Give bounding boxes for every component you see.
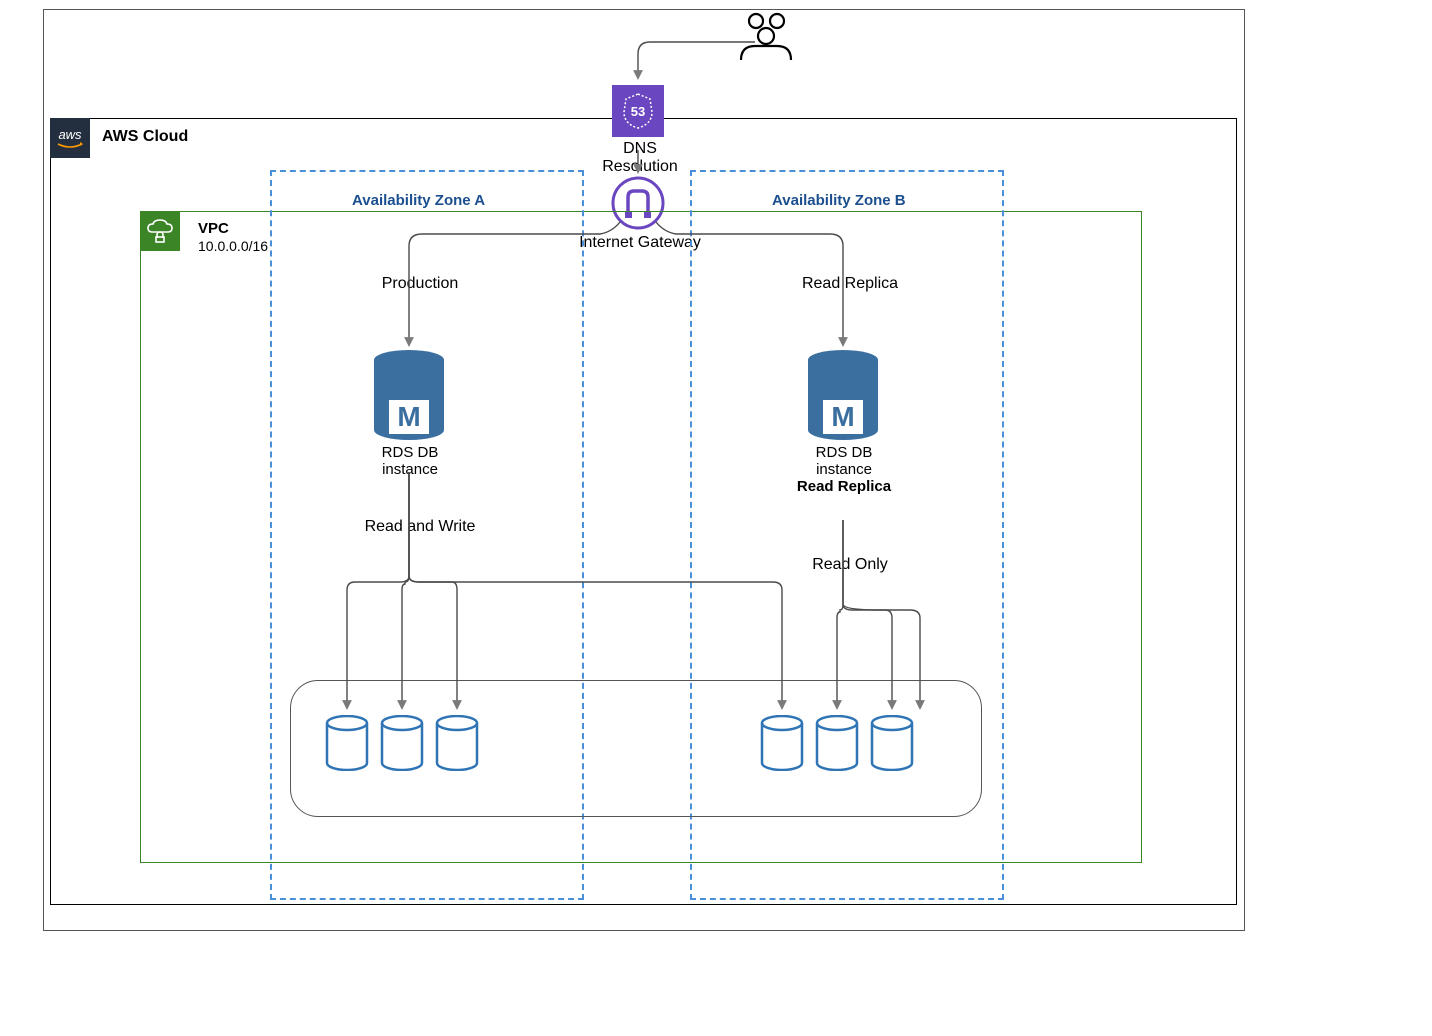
svg-text:53: 53 bbox=[631, 104, 645, 119]
az-b-access-label: Read Only bbox=[790, 556, 910, 574]
diagram-canvas: aws AWS Cloud 53 DNS Resolution Internet… bbox=[0, 0, 1432, 1036]
vpc-badge bbox=[140, 211, 180, 251]
small-db-2 bbox=[380, 715, 424, 771]
rds-a-label: RDS DB instance bbox=[360, 444, 460, 478]
availability-zone-b-label: Availability Zone B bbox=[772, 192, 906, 209]
small-db-5 bbox=[815, 715, 859, 771]
aws-badge: aws bbox=[50, 118, 90, 158]
az-a-access-label: Read and Write bbox=[350, 518, 490, 536]
route53-icon: 53 bbox=[612, 85, 664, 137]
route53-label-text: DNS Resolution bbox=[602, 140, 678, 175]
vpc-label: VPC bbox=[198, 220, 229, 237]
route53-label: DNS Resolution bbox=[585, 140, 695, 176]
small-db-3 bbox=[435, 715, 479, 771]
vpc-cidr: 10.0.0.0/16 bbox=[198, 238, 268, 254]
small-db-6 bbox=[870, 715, 914, 771]
availability-zone-a-label: Availability Zone A bbox=[352, 192, 485, 209]
rds-icon-b: M bbox=[808, 350, 878, 440]
rds-b-label-text: RDS DB instance bbox=[816, 444, 873, 478]
rds-m-letter: M bbox=[389, 400, 429, 434]
rds-m-letter: M bbox=[823, 400, 863, 434]
rds-b-label: RDS DB instance Read Replica bbox=[794, 444, 894, 495]
rds-icon-a: M bbox=[374, 350, 444, 440]
users-icon bbox=[735, 10, 805, 68]
svg-text:aws: aws bbox=[58, 127, 82, 142]
rds-b-bold-suffix: Read Replica bbox=[797, 478, 891, 495]
small-db-4 bbox=[760, 715, 804, 771]
small-db-1 bbox=[325, 715, 369, 771]
aws-cloud-label: AWS Cloud bbox=[102, 128, 188, 146]
az-a-role-label: Production bbox=[360, 275, 480, 293]
az-b-role-label: Read Replica bbox=[790, 275, 910, 293]
rds-a-label-text: RDS DB instance bbox=[382, 444, 439, 478]
